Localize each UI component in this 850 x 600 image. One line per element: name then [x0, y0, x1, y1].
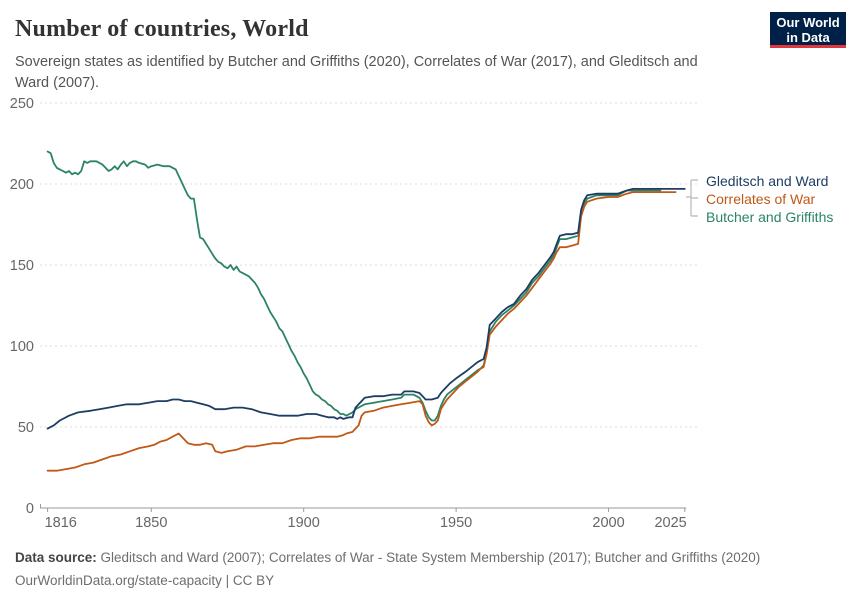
y-tick-label-250: 250	[10, 96, 34, 112]
citation-line: OurWorldinData.org/state-capacity | CC B…	[15, 569, 815, 592]
series-line-correlates-of-war[interactable]	[46, 191, 677, 472]
footer-separator: |	[221, 573, 233, 588]
chart-title: Number of countries, World	[15, 16, 309, 42]
x-tick-label-1816: 1816	[45, 515, 77, 531]
y-tick-label-200: 200	[10, 177, 34, 193]
legend-item-butcher-and-griffiths[interactable]: Butcher and Griffiths	[706, 209, 834, 225]
legend-connector	[686, 179, 698, 217]
legend: Gleditsch and Ward Correlates of War But…	[706, 172, 833, 226]
data-source-text: Gleditsch and Ward (2007); Correlates of…	[96, 550, 761, 565]
owid-logo[interactable]: Our World in Data	[770, 12, 846, 48]
legend-item-gleditsch-and-ward[interactable]: Gleditsch and Ward	[706, 173, 829, 189]
y-tick-label-100: 100	[10, 339, 34, 355]
y-tick-label-150: 150	[10, 258, 34, 274]
data-source-line: Data source: Gleditsch and Ward (2007); …	[15, 546, 815, 569]
x-tick-label-2000: 2000	[592, 515, 624, 531]
series-line-butcher-and-griffiths[interactable]	[46, 150, 662, 422]
y-tick-label-50: 50	[18, 420, 34, 436]
license-badge: CC BY	[232, 573, 275, 588]
owid-logo-line1: Our World	[776, 15, 840, 30]
owid-logo-line2: in Data	[786, 30, 830, 45]
x-tick-label-1900: 1900	[288, 515, 320, 531]
y-tick-label-0: 0	[26, 501, 34, 517]
x-tick-label-1850: 1850	[135, 515, 167, 531]
chart-subtitle: Sovereign states as identified by Butche…	[15, 54, 698, 91]
chart-url-link[interactable]: OurWorldinData.org/state-capacity	[15, 573, 222, 588]
x-tick-label-1950: 1950	[440, 515, 472, 531]
x-tick-label-2025: 2025	[654, 515, 686, 531]
footer: Data source: Gleditsch and Ward (2007); …	[15, 546, 815, 592]
series-line-gleditsch-and-ward[interactable]	[46, 188, 686, 430]
data-source-label: Data source:	[15, 550, 97, 565]
legend-item-correlates-of-war[interactable]: Correlates of War	[706, 191, 816, 207]
